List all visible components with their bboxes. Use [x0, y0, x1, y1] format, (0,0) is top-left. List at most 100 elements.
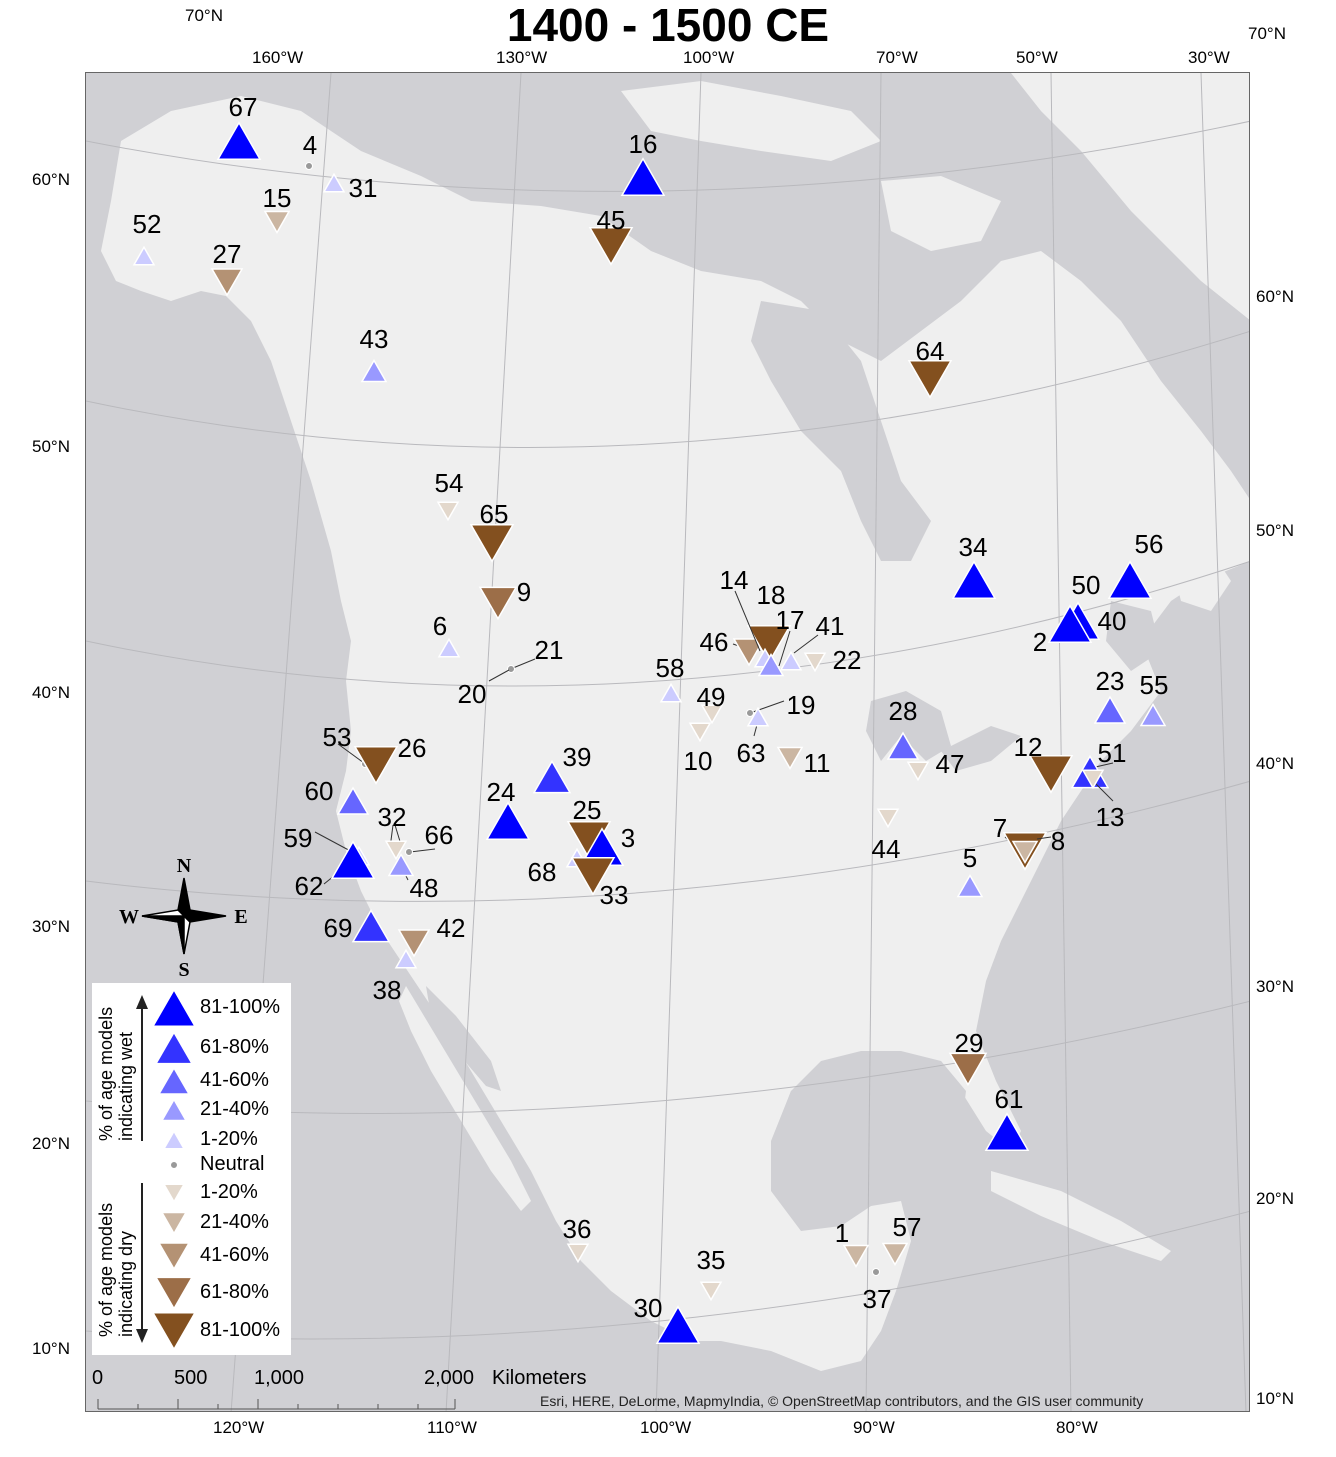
- dry-triangle-icon[interactable]: [436, 501, 460, 522]
- site-25[interactable]: 25: [566, 795, 612, 860]
- wet-triangle-icon[interactable]: [951, 560, 997, 600]
- dry-triangle-icon[interactable]: [1081, 769, 1105, 790]
- dry-triangle-icon[interactable]: [154, 1276, 194, 1311]
- dry-triangle-icon[interactable]: [688, 722, 712, 743]
- site-24[interactable]: 24: [485, 777, 531, 841]
- site-67[interactable]: 67: [216, 92, 262, 161]
- site-32[interactable]: 32: [378, 802, 408, 861]
- site-58[interactable]: 58: [656, 653, 685, 703]
- neutral-dot-icon[interactable]: [170, 1161, 178, 1169]
- wet-triangle-icon[interactable]: [322, 172, 346, 193]
- site-35[interactable]: 35: [697, 1245, 726, 1302]
- site-64[interactable]: 64: [907, 336, 953, 399]
- dry-triangle-icon[interactable]: [469, 523, 515, 563]
- wet-triangle-icon[interactable]: [659, 682, 683, 703]
- dry-triangle-icon[interactable]: [397, 929, 431, 958]
- site-20[interactable]: 20: [458, 669, 510, 709]
- neutral-dot-icon[interactable]: [305, 162, 313, 170]
- site-4[interactable]: 4: [303, 130, 317, 170]
- site-66[interactable]: 66: [405, 820, 454, 856]
- site-62[interactable]: 62: [295, 840, 376, 901]
- site-48[interactable]: 48: [387, 853, 438, 903]
- dry-triangle-icon[interactable]: [570, 856, 616, 896]
- wet-triangle-icon[interactable]: [160, 1098, 188, 1122]
- site-37[interactable]: 37: [863, 1268, 892, 1315]
- site-65[interactable]: 65: [469, 499, 515, 563]
- site-12[interactable]: 12: [1014, 732, 1074, 794]
- site-30[interactable]: 30: [634, 1293, 701, 1345]
- dry-triangle-icon[interactable]: [907, 359, 953, 399]
- wet-triangle-icon[interactable]: [746, 706, 770, 727]
- wet-triangle-icon[interactable]: [886, 731, 920, 760]
- dry-triangle-icon[interactable]: [906, 761, 930, 782]
- wet-triangle-icon[interactable]: [394, 948, 418, 969]
- dry-triangle-icon[interactable]: [881, 1242, 909, 1266]
- dry-triangle-icon[interactable]: [263, 210, 291, 234]
- wet-triangle-icon[interactable]: [620, 157, 666, 197]
- wet-triangle-icon[interactable]: [757, 653, 785, 677]
- dry-triangle-icon[interactable]: [353, 745, 399, 785]
- wet-triangle-icon[interactable]: [1093, 695, 1127, 724]
- dry-triangle-icon[interactable]: [776, 746, 804, 770]
- site-45[interactable]: 45: [588, 205, 634, 266]
- site-10[interactable]: 10: [684, 722, 713, 776]
- site-26[interactable]: 26: [353, 733, 426, 785]
- dry-triangle-icon[interactable]: [162, 1183, 186, 1204]
- site-69[interactable]: 69: [324, 908, 391, 943]
- dry-triangle-icon[interactable]: [732, 638, 766, 667]
- wet-triangle-icon[interactable]: [532, 759, 572, 794]
- site-31[interactable]: 31: [322, 172, 377, 203]
- wet-triangle-icon[interactable]: [351, 908, 391, 943]
- site-63[interactable]: 63: [737, 706, 770, 768]
- site-27[interactable]: 27: [210, 239, 244, 297]
- dry-triangle-icon[interactable]: [160, 1211, 188, 1235]
- wet-triangle-icon[interactable]: [216, 121, 262, 161]
- dry-triangle-icon[interactable]: [948, 1052, 988, 1087]
- site-55[interactable]: 55: [1139, 670, 1169, 727]
- site-16[interactable]: 16: [620, 129, 666, 197]
- wet-triangle-icon[interactable]: [154, 1030, 194, 1065]
- site-28[interactable]: 28: [886, 696, 920, 760]
- dry-triangle-icon[interactable]: [699, 1281, 723, 1302]
- site-41[interactable]: 41: [779, 611, 844, 671]
- site-11[interactable]: 11: [776, 746, 831, 778]
- dry-triangle-icon[interactable]: [478, 586, 518, 621]
- site-40[interactable]: 40: [1098, 606, 1127, 636]
- dry-triangle-icon[interactable]: [588, 226, 634, 266]
- site-9[interactable]: 9: [478, 577, 531, 621]
- wet-triangle-icon[interactable]: [437, 637, 461, 658]
- site-43[interactable]: 43: [360, 324, 389, 383]
- dry-triangle-icon[interactable]: [700, 704, 724, 725]
- dry-triangle-icon[interactable]: [746, 624, 792, 664]
- site-2[interactable]: 2: [1033, 604, 1093, 657]
- dry-triangle-icon[interactable]: [210, 268, 244, 297]
- dry-triangle-icon[interactable]: [1011, 840, 1039, 864]
- neutral-dot-icon[interactable]: [872, 1268, 880, 1276]
- dry-triangle-icon[interactable]: [876, 808, 900, 829]
- site-6[interactable]: 6: [433, 611, 461, 658]
- wet-triangle-icon[interactable]: [485, 801, 531, 841]
- wet-triangle-icon[interactable]: [1139, 703, 1167, 727]
- dry-triangle-icon[interactable]: [566, 1243, 590, 1264]
- dry-triangle-icon[interactable]: [842, 1244, 870, 1268]
- wet-triangle-icon[interactable]: [157, 1066, 191, 1095]
- site-21[interactable]: 21: [507, 635, 564, 673]
- dry-triangle-icon[interactable]: [384, 840, 408, 861]
- site-33[interactable]: 33: [570, 856, 628, 910]
- wet-triangle-icon[interactable]: [360, 359, 388, 383]
- site-56[interactable]: 56: [1107, 529, 1163, 600]
- neutral-dot-icon[interactable]: [507, 665, 515, 673]
- site-61[interactable]: 61: [984, 1084, 1030, 1152]
- neutral-dot-icon[interactable]: [405, 848, 413, 856]
- wet-triangle-icon[interactable]: [655, 1305, 701, 1345]
- site-46[interactable]: 46: [700, 627, 766, 667]
- site-13[interactable]: 13: [1081, 769, 1124, 832]
- wet-triangle-icon[interactable]: [1047, 604, 1093, 644]
- dry-triangle-icon[interactable]: [151, 1311, 197, 1351]
- site-15[interactable]: 15: [263, 183, 292, 234]
- wet-triangle-icon[interactable]: [151, 988, 197, 1028]
- site-18[interactable]: 18: [746, 580, 792, 664]
- wet-triangle-icon[interactable]: [1107, 560, 1153, 600]
- site-42[interactable]: 42: [397, 913, 465, 958]
- neutral-dot-icon[interactable]: [746, 709, 754, 717]
